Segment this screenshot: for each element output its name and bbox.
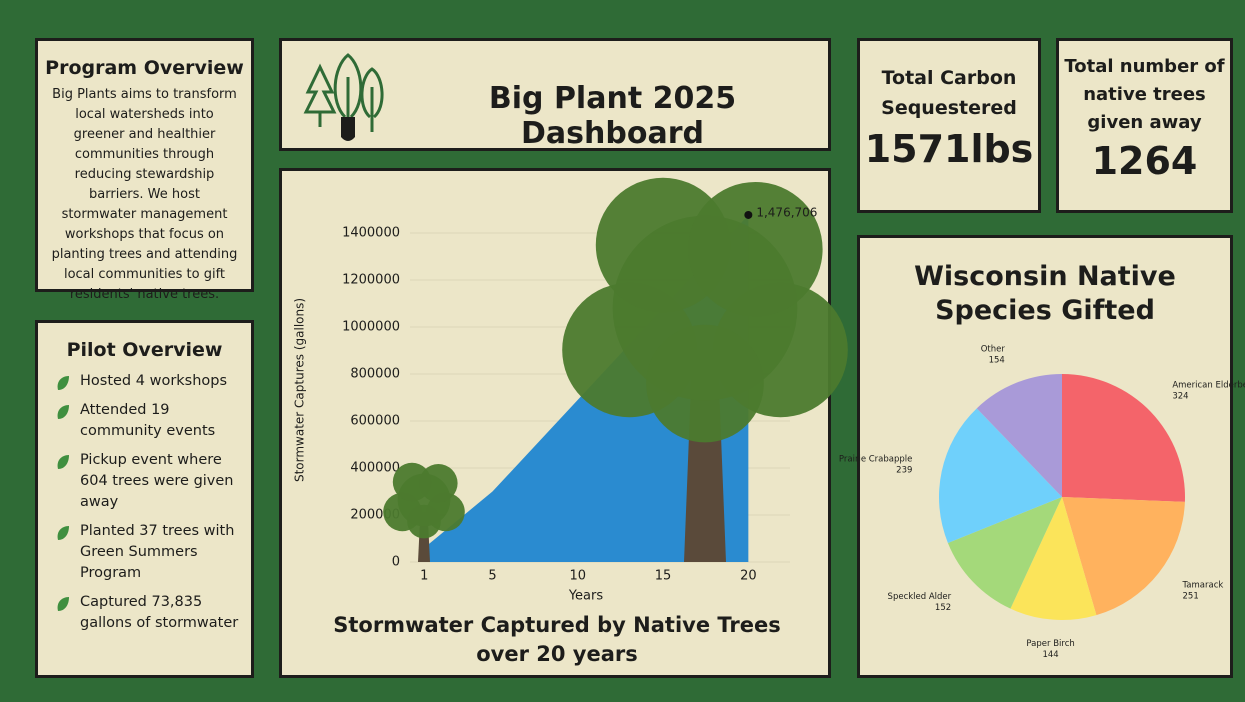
slice-value: 239 <box>896 465 912 475</box>
tree-foliage <box>419 464 457 502</box>
slice-label: Tamarack <box>1182 581 1224 591</box>
charts: 0200000400000600000800000100000012000001… <box>0 0 1245 702</box>
x-tick-label: 5 <box>488 569 496 584</box>
slice-label: Paper Birch <box>1026 639 1074 649</box>
y-tick-label: 1000000 <box>342 320 400 335</box>
data-label: 1,476,706 <box>756 205 817 219</box>
y-axis-label: Stormwater Captures (gallons) <box>293 298 307 482</box>
slice-label: American Elderberry <box>1172 380 1245 390</box>
slice-label: Prairie Crabapple <box>839 454 912 464</box>
slice-value: 251 <box>1183 592 1199 602</box>
tree-foliage <box>646 325 764 443</box>
slice-value: 324 <box>1172 391 1188 401</box>
slice-label: Other <box>981 345 1006 355</box>
x-tick-label: 10 <box>569 569 586 584</box>
x-axis-label: Years <box>568 589 604 604</box>
tree-foliage <box>407 505 441 539</box>
tree-foliage <box>688 182 822 316</box>
y-tick-label: 0 <box>392 555 400 570</box>
y-tick-label: 1400000 <box>342 226 400 241</box>
slice-value: 154 <box>989 356 1005 366</box>
y-tick-label: 400000 <box>350 461 400 476</box>
y-tick-label: 800000 <box>350 367 400 382</box>
x-tick-label: 15 <box>655 569 672 584</box>
slice-label: Speckled Alder <box>888 592 952 602</box>
dashboard: Program Overview Big Plants aims to tran… <box>0 0 1245 702</box>
x-tick-label: 1 <box>420 569 428 584</box>
x-tick-label: 20 <box>740 569 757 584</box>
pie-slice <box>1062 374 1185 502</box>
y-tick-label: 600000 <box>350 414 400 429</box>
slice-value: 152 <box>935 603 951 613</box>
y-tick-label: 1200000 <box>342 273 400 288</box>
point-marker <box>744 211 752 219</box>
slice-value: 144 <box>1042 650 1058 660</box>
